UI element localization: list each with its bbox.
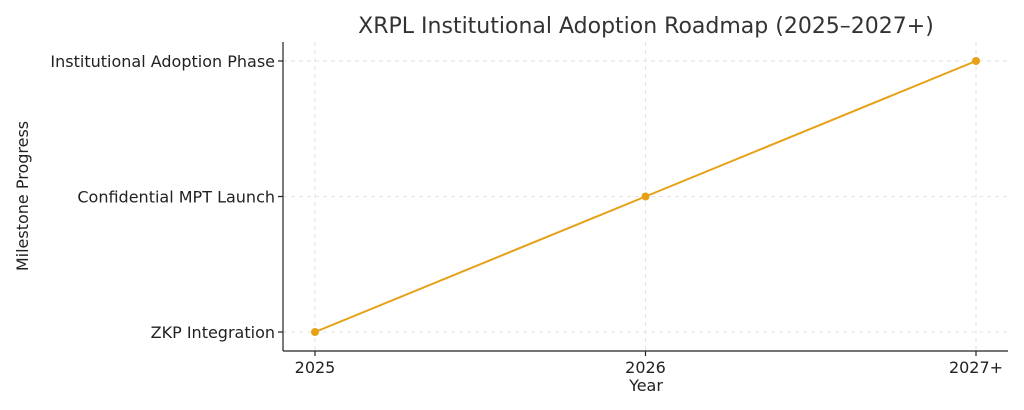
y-tick-label: Institutional Adoption Phase xyxy=(50,52,275,71)
series xyxy=(311,57,980,336)
y-tick-label: Confidential MPT Launch xyxy=(77,188,275,207)
y-axis: ZKP Integration Confidential MPT Launch In… xyxy=(50,52,283,342)
data-point xyxy=(972,57,980,65)
x-axis-label: Year xyxy=(628,376,663,395)
data-point xyxy=(641,192,650,201)
x-tick-label: 2026 xyxy=(625,358,666,377)
data-point xyxy=(311,328,319,336)
y-tick-label: ZKP Integration xyxy=(151,323,275,342)
chart-title: XRPL Institutional Adoption Roadmap (202… xyxy=(358,14,934,39)
x-tick-label: 2027+ xyxy=(949,358,1003,377)
x-axis: 2025 2026 2027+ xyxy=(295,351,1003,377)
y-axis-label: Milestone Progress xyxy=(13,121,32,271)
x-tick-label: 2025 xyxy=(295,358,336,377)
